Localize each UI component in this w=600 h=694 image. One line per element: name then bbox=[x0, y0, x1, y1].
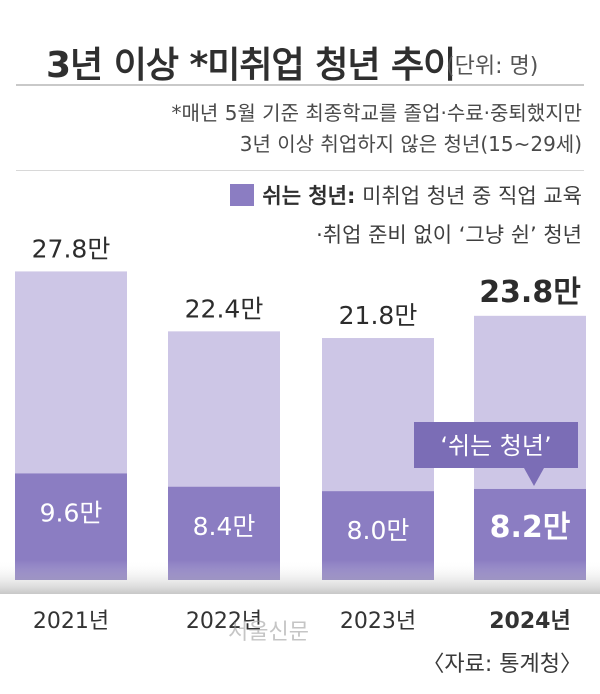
legend-line-1: 쉬는 청년: 미취업 청년 중 직업 교육 bbox=[230, 180, 582, 210]
baseline-shadow bbox=[0, 560, 600, 594]
legend: 쉬는 청년: 미취업 청년 중 직업 교육 ·취업 준비 없이 ‘그냥 쉰’ 청… bbox=[230, 180, 582, 249]
total-value-label: 22.4만 bbox=[185, 294, 264, 323]
callout-pointer bbox=[524, 468, 544, 486]
footnote-line-2: 3년 이상 취업하지 않은 청년(15~29세) bbox=[239, 132, 582, 156]
source-label: 〈자료: 통계청〉 bbox=[422, 652, 582, 677]
total-value-label: 21.8만 bbox=[339, 301, 418, 330]
title-rule bbox=[16, 84, 584, 86]
legend-desc-2: ·취업 준비 없이 ‘그냥 쉰’ 청년 bbox=[316, 223, 582, 247]
category-label: 2021년 bbox=[33, 609, 109, 634]
sub-value-label: 8.4만 bbox=[193, 512, 256, 541]
watermark: 서울신문 bbox=[228, 620, 309, 645]
legend-desc-1: 미취업 청년 중 직업 교육 bbox=[362, 184, 582, 208]
legend-label: 쉬는 청년: bbox=[262, 184, 356, 208]
sub-value-label: 8.0만 bbox=[347, 516, 410, 545]
title-row: 3년 이상 *미취업 청년 추이 (단위: 명) bbox=[0, 30, 600, 90]
category-label: 2023년 bbox=[340, 609, 416, 634]
callout-label: ‘쉬는 청년’ bbox=[440, 432, 551, 460]
divider bbox=[16, 170, 584, 171]
chart-title: 3년 이상 *미취업 청년 추이 bbox=[46, 45, 456, 86]
unit-label: (단위: 명) bbox=[446, 54, 539, 79]
category-label: 2024년 bbox=[489, 609, 570, 634]
sub-value-label: 8.2만 bbox=[490, 510, 571, 545]
total-value-label: 23.8만 bbox=[479, 275, 581, 310]
footnote-line-1: *매년 5월 기준 최종학교를 졸업·수료·중퇴했지만 bbox=[171, 101, 582, 125]
sub-value-label: 9.6만 bbox=[40, 498, 103, 527]
legend-swatch bbox=[230, 184, 255, 206]
category-label: 2022년 bbox=[186, 609, 262, 634]
total-value-label: 27.8만 bbox=[32, 234, 111, 263]
labels-layer: 27.8만 9.6만 2021년 22.4만 8.4만 2022년 21.8만 8.0만 202… bbox=[32, 234, 582, 634]
callout-box bbox=[414, 422, 578, 468]
